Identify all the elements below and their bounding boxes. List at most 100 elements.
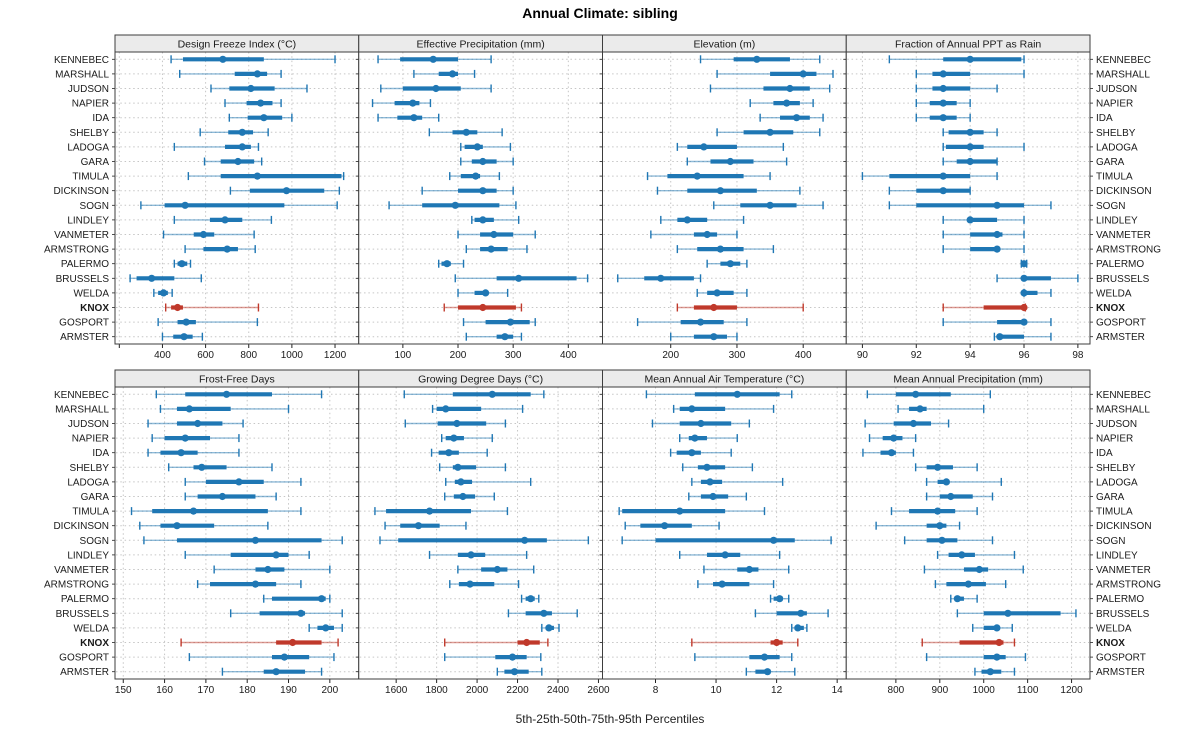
median-dot xyxy=(272,668,280,676)
series-kennebec xyxy=(377,55,492,64)
median-dot xyxy=(297,609,305,617)
station-label-left: DICKINSON xyxy=(53,521,109,532)
panel-title: Frost-Free Days xyxy=(199,374,275,386)
series-marshall xyxy=(672,404,775,413)
series-shelby xyxy=(168,463,273,472)
median-dot xyxy=(410,114,418,122)
station-label-left: MARSHALL xyxy=(55,69,109,80)
series-gosport xyxy=(694,653,793,662)
x-tick-label: 1800 xyxy=(426,685,449,696)
median-dot xyxy=(432,84,440,93)
median-dot xyxy=(219,55,227,63)
median-dot xyxy=(726,260,734,268)
median-dot xyxy=(709,492,717,501)
x-tick-label: 400 xyxy=(560,350,577,361)
series-sogn xyxy=(888,201,1052,210)
median-dot xyxy=(726,157,734,166)
x-tick-label: 400 xyxy=(154,350,171,361)
station-label-left: BRUSSELS xyxy=(56,274,110,285)
station-label-right: JUDSON xyxy=(1096,84,1137,95)
median-dot xyxy=(181,201,189,209)
median-dot xyxy=(251,580,260,588)
station-label-left: KNOX xyxy=(80,638,109,649)
median-dot xyxy=(466,580,474,588)
series-timula xyxy=(449,172,501,181)
series-kennebec xyxy=(403,390,545,399)
median-dot xyxy=(939,114,947,122)
station-label-right: ARMSTER xyxy=(1096,667,1145,678)
series-gosport xyxy=(925,653,1027,662)
series-gara xyxy=(203,157,263,166)
panel-growing-degree-days-c: Growing Degree Days (°C) 1600 1800 2000 2200… xyxy=(355,369,610,696)
median-dot xyxy=(706,478,714,486)
x-tick-label: 300 xyxy=(505,350,522,361)
series-ida xyxy=(377,113,440,122)
series-timula xyxy=(130,507,302,516)
median-dot xyxy=(703,230,711,239)
median-dot xyxy=(947,492,955,501)
median-dot xyxy=(939,70,947,78)
median-dot xyxy=(159,289,168,297)
station-label-right: TIMULA xyxy=(1096,507,1133,518)
median-dot xyxy=(317,595,326,603)
series-knox xyxy=(691,638,799,647)
station-label-left: ARMSTER xyxy=(60,667,109,678)
median-dot xyxy=(479,216,487,224)
panel-bg xyxy=(358,387,603,679)
series-dickinson xyxy=(229,186,341,195)
station-label-right: GARA xyxy=(1096,157,1125,168)
series-knox xyxy=(164,303,260,312)
median-dot xyxy=(454,463,462,471)
x-tick-label: 400 xyxy=(795,350,812,361)
station-label-right: JUDSON xyxy=(1096,419,1137,430)
median-dot xyxy=(766,201,774,209)
series-timula xyxy=(187,172,345,181)
series-palermo xyxy=(1020,259,1028,268)
series-shelby xyxy=(716,128,821,137)
series-gara xyxy=(942,157,998,166)
panel-fraction-of-annual-ppt-as-rain: Fraction of Annual PPT as Rain 90 92 94 96 98 xyxy=(843,34,1093,361)
median-dot xyxy=(657,274,665,282)
station-label-right: LADOGA xyxy=(1096,477,1138,488)
series-timula xyxy=(374,507,509,516)
series-gara xyxy=(686,157,788,166)
median-dot xyxy=(199,230,208,239)
median-dot xyxy=(173,522,181,530)
series-armster xyxy=(745,667,796,676)
series-sogn xyxy=(140,201,338,210)
median-dot xyxy=(189,507,198,515)
median-dot xyxy=(194,419,202,428)
series-ida xyxy=(915,113,971,122)
gridlines: 800 900 1000 1100 1200 xyxy=(843,387,1093,696)
series-vanmeter xyxy=(162,230,255,239)
panel-border xyxy=(845,51,1091,345)
median-dot xyxy=(473,143,481,151)
station-label-left: PALERMO xyxy=(61,259,109,270)
median-dot xyxy=(939,172,947,180)
panel-bg xyxy=(846,52,1090,344)
median-dot xyxy=(1020,318,1028,326)
series-gosport xyxy=(188,653,335,662)
series-ladoga xyxy=(942,142,1025,151)
median-dot xyxy=(180,333,188,341)
series-welda xyxy=(541,623,560,632)
station-label-left: ARMSTRONG xyxy=(44,245,109,256)
series-dickinson xyxy=(384,521,467,530)
median-dot xyxy=(916,405,924,413)
median-dot xyxy=(185,405,193,413)
station-label-left: MARSHALL xyxy=(55,404,109,415)
median-dot xyxy=(936,522,944,530)
series-marshall xyxy=(897,404,985,413)
series-napier xyxy=(371,99,432,108)
median-dot xyxy=(173,303,182,312)
series-lindley xyxy=(428,550,528,559)
median-dot xyxy=(264,565,272,574)
median-dot xyxy=(660,522,669,530)
axis-caption: 5th-25th-50th-75th-95th Percentiles xyxy=(515,712,705,726)
series-brussels xyxy=(956,609,1077,618)
series-armstrong xyxy=(942,245,1025,254)
station-label-right: LINDLEY xyxy=(1096,215,1138,226)
series-dickinson xyxy=(656,186,801,195)
series-knox xyxy=(676,303,804,312)
